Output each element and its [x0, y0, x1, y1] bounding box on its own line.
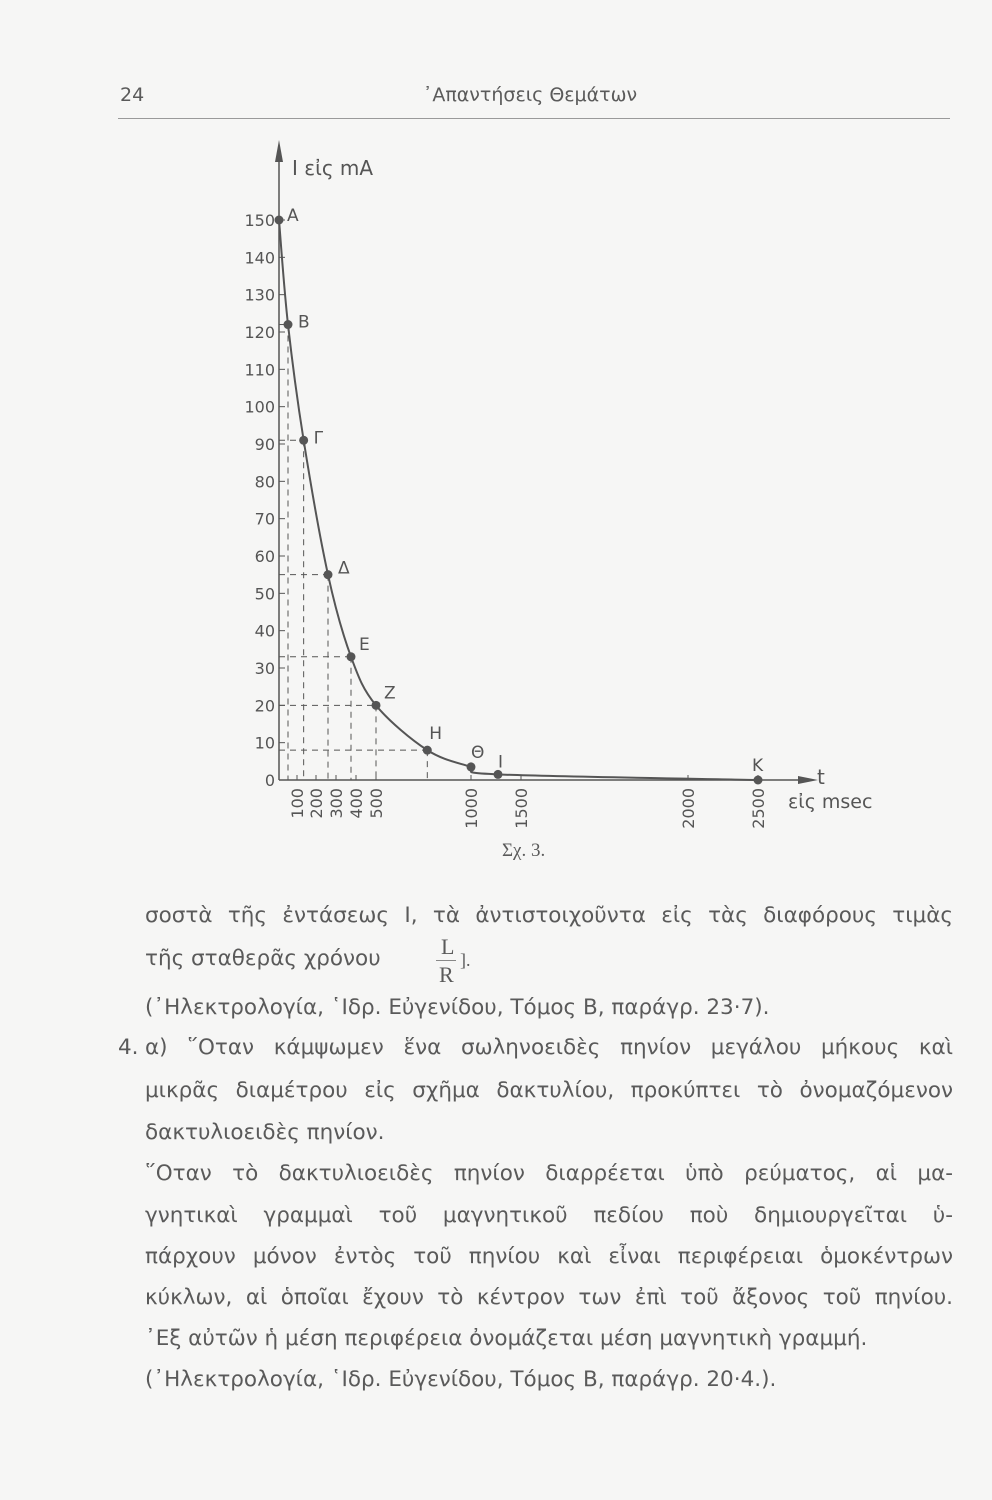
y-tick-label: 90: [255, 435, 275, 454]
y-tick-label: 140: [244, 248, 275, 267]
body-line: μικρᾶς διαμέτρου εἰς σχῆμα δακτυλίου, πρ…: [145, 1078, 953, 1103]
axes: 0 10 20 30 40 50 60 70 80 90 100 110 120 130 140 150 100…: [244, 140, 818, 829]
y-tick-label: 40: [255, 622, 275, 641]
y-tick-label: 130: [244, 286, 275, 305]
x-tick-label: 400: [347, 788, 366, 819]
data-point: [299, 435, 309, 445]
body-line: (᾽Ηλεκτρολογία, ῾Ιδρ. Εὐγενίδου, Τόμος Β…: [145, 995, 770, 1020]
y-tick-label: 100: [244, 398, 275, 417]
data-point-label: Δ: [338, 559, 350, 579]
data-point: [493, 769, 503, 779]
x-tick-label: 100: [288, 788, 307, 819]
data-point-label: B: [298, 313, 310, 333]
figure-caption: Σχ. 3.: [502, 840, 546, 861]
y-axis-arrow-icon: [275, 140, 283, 162]
data-point-label: Θ: [471, 743, 484, 763]
body-line: κύκλων, αἱ ὁποῖαι ἔχουν τὸ κέντρον των ἐ…: [145, 1285, 953, 1310]
y-tick-label: 60: [255, 547, 275, 566]
fraction-bar: [436, 960, 456, 961]
y-tick-label: 30: [255, 659, 275, 678]
x-tick-label: 2000: [679, 788, 698, 829]
y-tick-label: 120: [244, 323, 275, 342]
data-point-label: H: [429, 724, 442, 744]
fraction-denominator: R: [439, 962, 454, 987]
x-tick-label: 200: [307, 788, 326, 819]
y-tick-label: 110: [244, 360, 275, 379]
data-point-label: I: [498, 752, 503, 772]
data-point: [753, 775, 763, 785]
body-line: ᾽Εξ αὐτῶν ἡ μέση περιφέρεια ὀνομάζεται μ…: [145, 1326, 868, 1351]
body-line: τῆς σταθερᾶς χρόνου: [145, 946, 381, 971]
data-point-label: Z: [384, 683, 396, 703]
x-tick-label: 500: [367, 788, 386, 819]
fraction-suffix: ].: [460, 950, 471, 970]
data-point-label: K: [752, 756, 764, 776]
data-point-label: A: [287, 206, 299, 226]
data-point: [371, 700, 381, 710]
x-tick-label: 300: [327, 788, 346, 819]
body-line: σοστὰ τῆς ἐντάσεως I, τὰ ἀντιστοιχοῦντα …: [145, 903, 953, 928]
body-line: δακτυλιοειδὲς πηνίον.: [145, 1120, 385, 1145]
y-tick-label: 20: [255, 696, 275, 715]
data-point-label: Γ: [314, 428, 324, 448]
y-tick-label: 10: [255, 734, 275, 753]
y-tick-label: 0: [265, 771, 275, 790]
y-tick-label: 50: [255, 584, 275, 603]
item-number: 4.: [118, 1035, 139, 1060]
page-number: 24: [120, 84, 145, 106]
data-point: [323, 570, 333, 580]
decay-curve: [278, 219, 759, 781]
data-point-label: E: [359, 635, 370, 655]
x-axis-arrow-icon: [798, 776, 818, 784]
body-line: πάρχουν μόνον ἐντὸς τοῦ πηνίου καὶ εἶναι…: [145, 1244, 953, 1269]
data-point: [466, 762, 476, 772]
body-line: ῞Οταν τὸ δακτυλιοειδὲς πηνίον διαρρέεται…: [145, 1161, 953, 1186]
y-axis-label: I εἰς mA: [292, 156, 373, 180]
x-tick-label: 1500: [512, 788, 531, 829]
x-axis-unit: εἰς msec: [788, 791, 872, 813]
x-axis-label: t: [817, 765, 825, 789]
data-point: [283, 320, 293, 330]
running-title: ᾽Απαντήσεις Θεμάτων: [422, 84, 638, 106]
fraction-numerator: L: [441, 934, 455, 959]
data-point: [422, 745, 432, 755]
y-tick-label: 150: [244, 211, 275, 230]
header-rule: [118, 118, 950, 119]
projection-lines: [279, 324, 428, 780]
data-point: [274, 215, 284, 225]
y-tick-label: 70: [255, 510, 275, 529]
x-tick-label: 2500: [749, 788, 768, 829]
x-tick-label: 1000: [462, 788, 481, 829]
body-line: γνητικαὶ γραμμαὶ τοῦ μαγνητικοῦ πεδίου π…: [145, 1203, 953, 1228]
data-point: [346, 652, 356, 662]
data-points: A B Γ Δ E Z H Θ I K: [274, 206, 764, 785]
body-line: (᾽Ηλεκτρολογία, ῾Ιδρ. Εὐγενίδου, Τόμος Β…: [145, 1367, 777, 1392]
y-tick-label: 80: [255, 472, 275, 491]
current-decay-chart: 0 10 20 30 40 50 60 70 80 90 100 110 120 130 140 150 100…: [244, 140, 872, 829]
body-line: α) ῞Οταν κάμψωμεν ἕνα σωληνοειδὲς πηνίον…: [145, 1035, 953, 1060]
